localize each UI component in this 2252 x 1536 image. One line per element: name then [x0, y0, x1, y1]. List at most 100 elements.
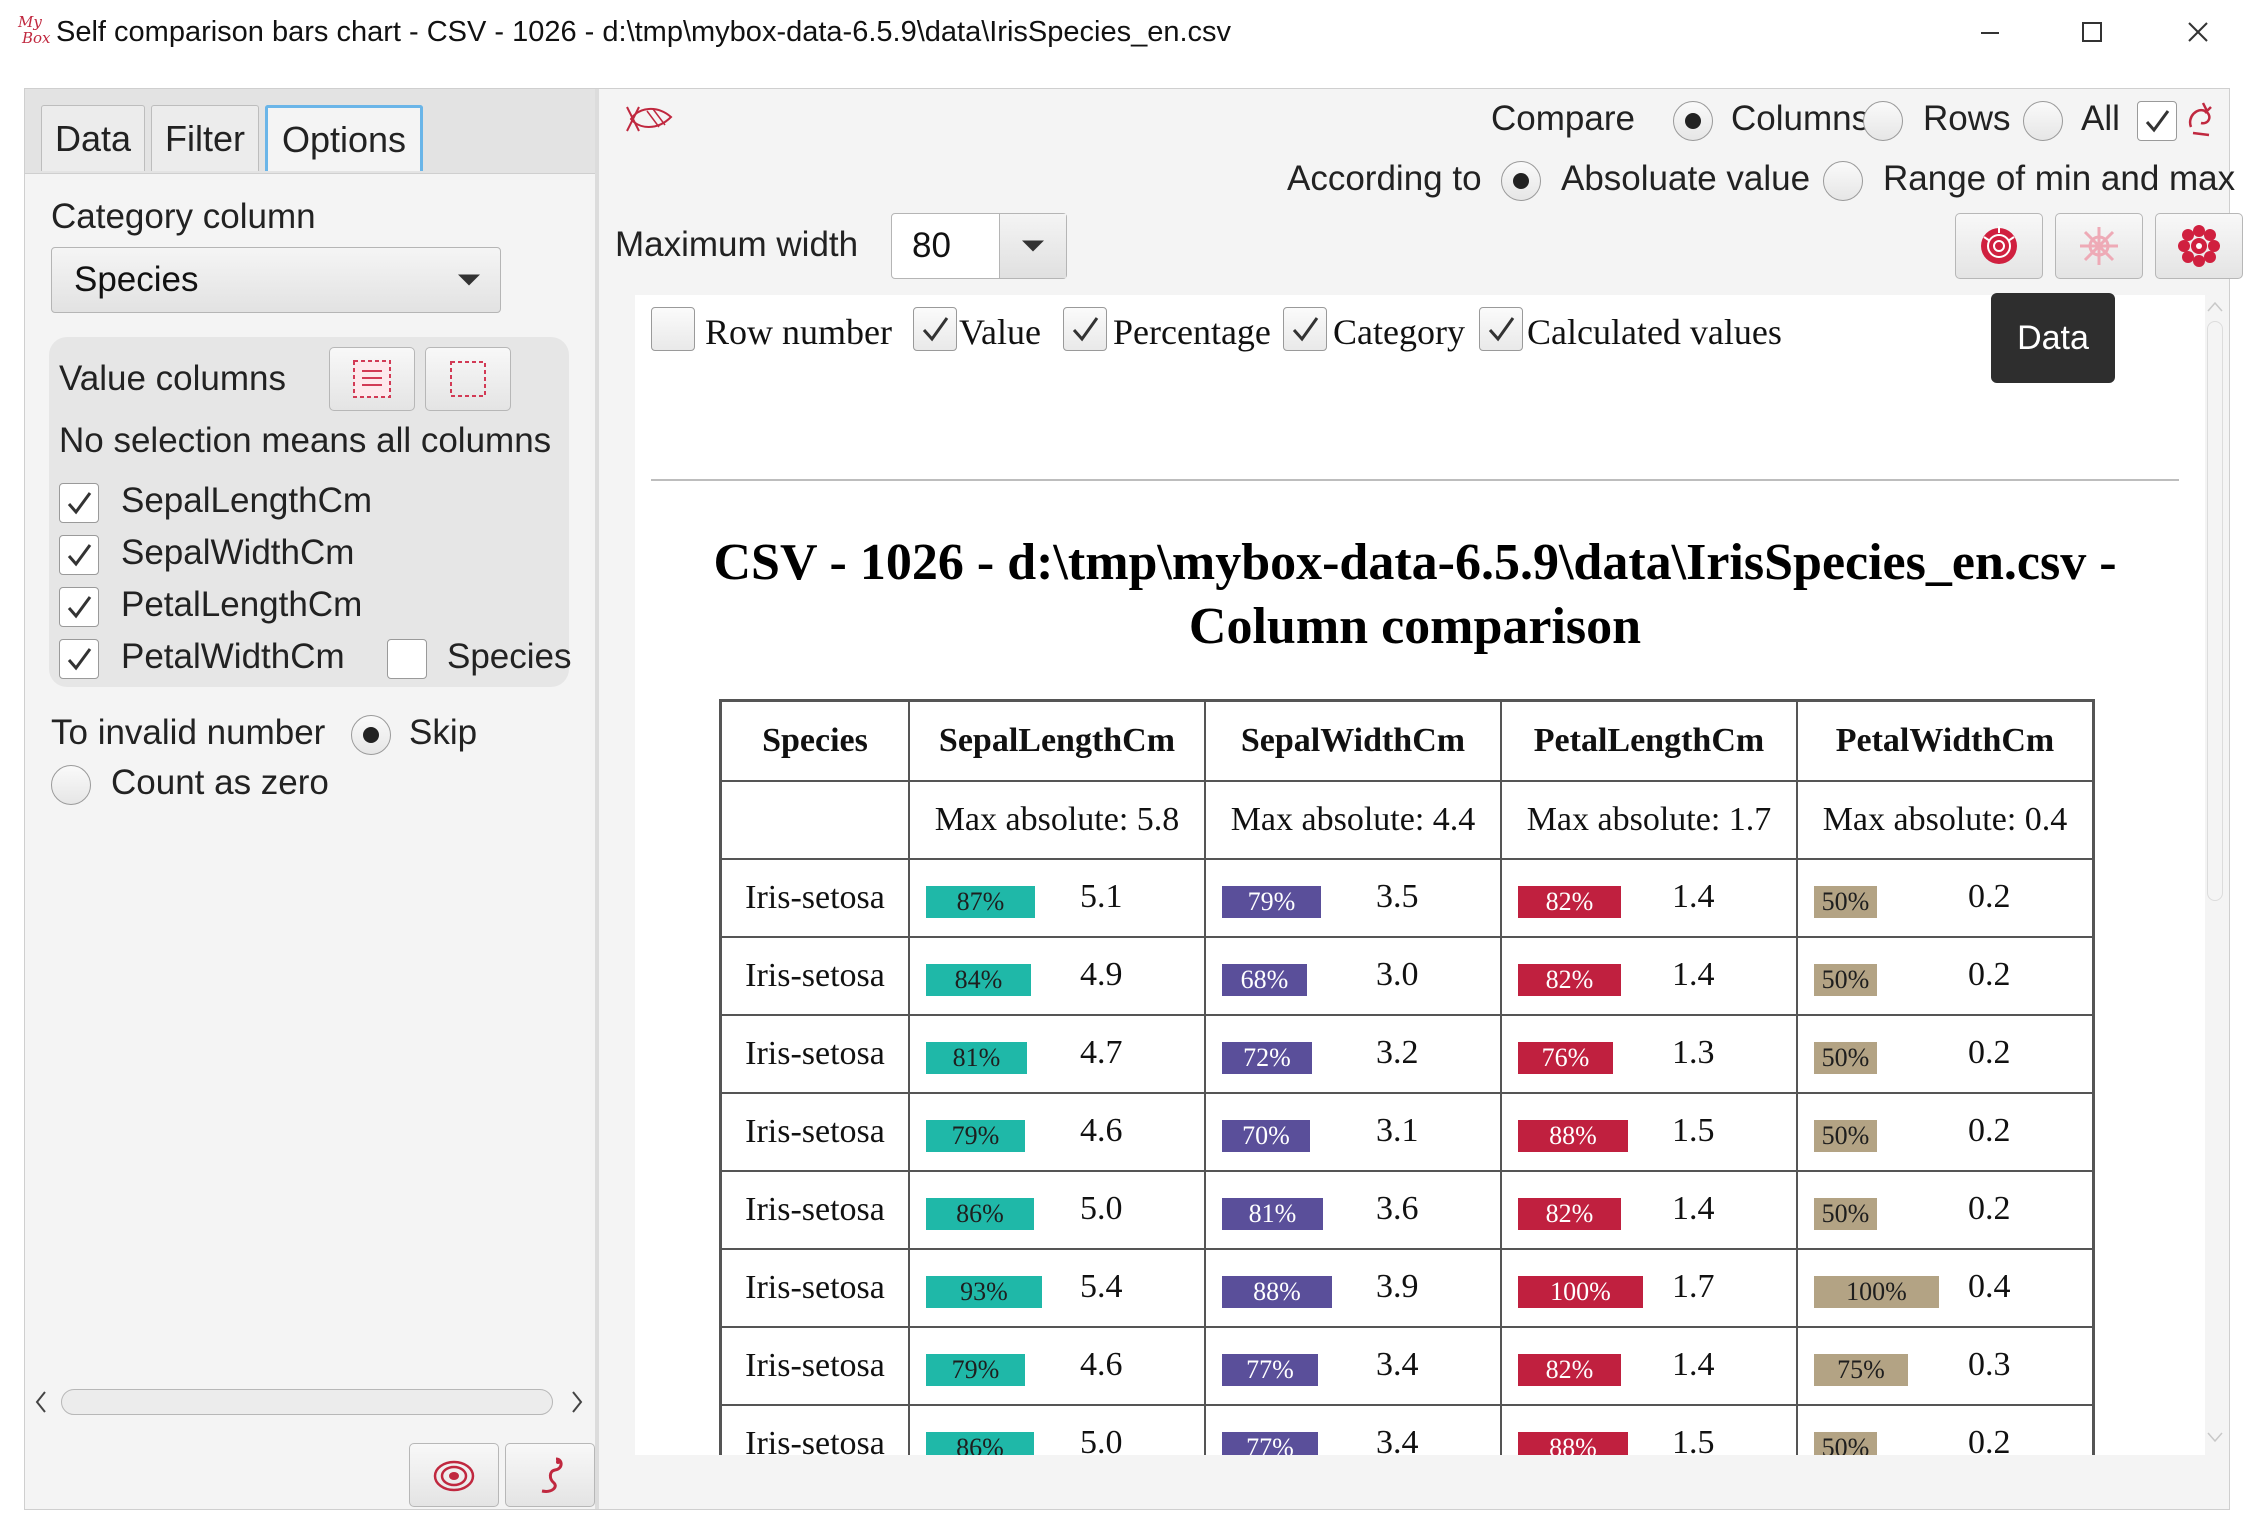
tab-options[interactable]: Options — [265, 105, 423, 171]
max-absolute-petallength: Max absolute: 1.7 — [1500, 780, 1798, 860]
sepallength-value: 5.0 — [1080, 1190, 1123, 1227]
data-tooltip: Data — [1991, 293, 2115, 383]
tab-data[interactable]: Data — [41, 105, 145, 171]
vertical-scrollbar[interactable] — [2203, 299, 2229, 1443]
table-row: Iris-setosa 79% 4.6 70% 3.1 88% 1.5 50% 0.2 — [719, 1092, 2095, 1172]
data-button[interactable] — [2055, 213, 2143, 279]
petalwidth-cell: 50% 0.2 — [1796, 1092, 2095, 1172]
radio-absolute-value[interactable] — [1501, 161, 1541, 201]
checkbox-percentage[interactable] — [1063, 307, 1107, 351]
checkmark-icon — [67, 492, 92, 515]
radio-count-as-zero[interactable] — [51, 765, 91, 805]
according-label: According to — [1287, 159, 1482, 198]
maximum-width-dropdown[interactable] — [999, 214, 1066, 278]
sepalwidth-bar: 77% — [1222, 1432, 1318, 1455]
category-column-select[interactable]: Species — [51, 247, 501, 313]
select-all-columns-button[interactable] — [329, 347, 415, 411]
checkbox-row-number-label: Row number — [705, 312, 892, 352]
radio-compare-columns[interactable] — [1673, 101, 1713, 141]
maximize-button[interactable] — [2064, 10, 2120, 54]
sepalwidth-bar: 77% — [1222, 1354, 1318, 1386]
radio-compare-rows-label: Rows — [1923, 99, 2011, 138]
checkbox-category[interactable] — [1283, 307, 1327, 351]
petallength-cell: 88% 1.5 — [1500, 1092, 1798, 1172]
checkbox-row-number[interactable] — [651, 307, 695, 351]
checkbox-species[interactable] — [387, 639, 427, 679]
checkbox-category-label: Category — [1333, 312, 1465, 352]
radio-compare-all-label: All — [2081, 99, 2120, 138]
petalwidth-cell: 75% 0.3 — [1796, 1326, 2095, 1406]
maximum-width-select[interactable]: 80 — [891, 213, 1067, 279]
default-button[interactable] — [409, 1443, 499, 1507]
petalwidth-bar: 50% — [1814, 964, 1877, 996]
sepalwidth-cell: 77% 3.4 — [1204, 1404, 1502, 1455]
minimize-button[interactable] — [1962, 10, 2018, 54]
scrollbar-thumb[interactable] — [61, 1389, 553, 1415]
sepallength-bar: 87% — [926, 886, 1035, 918]
sepalwidth-value: 3.0 — [1376, 956, 1419, 993]
scroll-left-icon[interactable] — [31, 1387, 51, 1417]
fish-icon[interactable] — [625, 99, 677, 139]
select-none-icon — [450, 361, 486, 397]
vertical-scrollbar-thumb[interactable] — [2207, 321, 2223, 901]
category-cell: Iris-setosa — [719, 936, 910, 1016]
select-none-columns-button[interactable] — [425, 347, 511, 411]
scroll-up-icon[interactable] — [2205, 299, 2225, 315]
flower-icon — [1981, 226, 2017, 264]
bar-cell: 82% 1.4 — [1502, 938, 1796, 1014]
sepalwidth-cell: 88% 3.9 — [1204, 1248, 1502, 1328]
radio-compare-rows[interactable] — [1863, 101, 1903, 141]
category-cell: Iris-setosa — [719, 1170, 910, 1250]
scroll-right-icon[interactable] — [567, 1387, 587, 1417]
sepalwidth-value: 3.4 — [1376, 1424, 1419, 1455]
bar-cell: 77% 3.4 — [1206, 1328, 1500, 1404]
petallength-cell: 76% 1.3 — [1500, 1014, 1798, 1094]
petalwidth-bar: 100% — [1814, 1276, 1939, 1308]
table-row: Iris-setosa 84% 4.9 68% 3.0 82% 1.4 50% 0.2 — [719, 936, 2095, 1016]
radio-compare-all[interactable] — [2023, 101, 2063, 141]
checkbox-petallength[interactable] — [59, 587, 99, 627]
sepalwidth-value: 3.4 — [1376, 1346, 1419, 1383]
bar-cell: 81% 4.7 — [910, 1016, 1204, 1092]
tab-filter[interactable]: Filter — [151, 105, 259, 171]
checkbox-calculated-values-label: Calculated values — [1527, 312, 1782, 352]
horizontal-scrollbar[interactable] — [25, 1385, 595, 1421]
checkbox-petalwidth[interactable] — [59, 639, 99, 679]
bar-cell: 82% 1.4 — [1502, 1328, 1796, 1404]
value-columns-hint: No selection means all columns — [59, 421, 552, 460]
radio-skip[interactable] — [351, 715, 391, 755]
dragon-icon[interactable] — [2183, 97, 2219, 141]
checkbox-value[interactable] — [913, 307, 957, 351]
checkbox-calculated-values[interactable] — [1479, 307, 1523, 351]
petalwidth-value: 0.2 — [1968, 1424, 2011, 1455]
checkbox-percentage-label: Percentage — [1113, 312, 1271, 352]
close-button[interactable] — [2170, 10, 2226, 54]
sepallength-cell: 81% 4.7 — [908, 1014, 1206, 1094]
bar-cell: 93% 5.4 — [910, 1250, 1204, 1326]
petallength-value: 1.5 — [1672, 1424, 1715, 1455]
document-title-line2: Column comparison — [1188, 598, 1642, 655]
pop-checkbox[interactable] — [2137, 101, 2177, 141]
petallength-cell: 82% 1.4 — [1500, 936, 1798, 1016]
petalwidth-value: 0.3 — [1968, 1346, 2011, 1383]
table-row: Iris-setosa 87% 5.1 79% 3.5 82% 1.4 50% 0.2 — [719, 858, 2095, 938]
refresh-button[interactable] — [1955, 213, 2043, 279]
checkmark-icon — [1488, 317, 1515, 342]
petallength-value: 1.3 — [1672, 1034, 1715, 1071]
sepalwidth-value: 3.2 — [1376, 1034, 1419, 1071]
sepalwidth-value: 3.9 — [1376, 1268, 1419, 1305]
checkbox-sepalwidth[interactable] — [59, 535, 99, 575]
settings-button[interactable] — [2155, 213, 2243, 279]
radio-range-min-max[interactable] — [1823, 161, 1863, 201]
sepallength-cell: 84% 4.9 — [908, 936, 1206, 1016]
table-row: Iris-setosa 86% 5.0 81% 3.6 82% 1.4 50% 0.2 — [719, 1170, 2095, 1250]
petallength-bar: 88% — [1518, 1120, 1628, 1152]
sepalwidth-bar: 70% — [1222, 1120, 1310, 1152]
header-petalwidth: PetalWidthCm — [1796, 699, 2095, 782]
petalwidth-bar: 50% — [1814, 1120, 1877, 1152]
checkbox-sepallength[interactable] — [59, 483, 99, 523]
sepalwidth-bar: 81% — [1222, 1198, 1323, 1230]
radio-dot — [1513, 173, 1529, 189]
okay-button[interactable] — [505, 1443, 595, 1507]
scroll-down-icon[interactable] — [2205, 1429, 2225, 1445]
